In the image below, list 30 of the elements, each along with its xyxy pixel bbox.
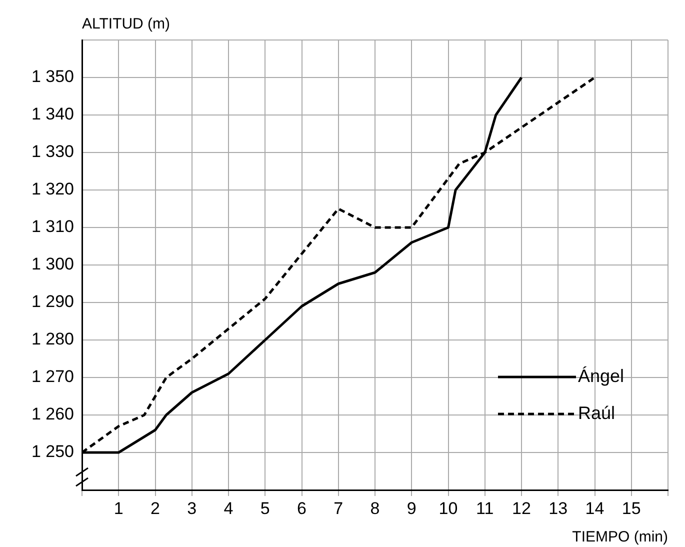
x-tick-label: 11 bbox=[476, 498, 494, 518]
x-tick-label: 12 bbox=[512, 498, 531, 518]
y-tick-label: 1 270 bbox=[31, 367, 74, 386]
x-axis-title: TIEMPO (min) bbox=[572, 528, 668, 546]
x-tick-label: 8 bbox=[370, 498, 380, 518]
y-tick-label: 1 280 bbox=[31, 330, 74, 349]
x-tick-label: 5 bbox=[260, 498, 270, 518]
y-tick-label: 1 300 bbox=[31, 254, 74, 274]
y-tick-label: 1 330 bbox=[31, 142, 74, 162]
x-tick-label: 13 bbox=[548, 498, 568, 518]
x-tick-label: 4 bbox=[224, 498, 234, 518]
x-tick-label: 15 bbox=[622, 498, 641, 518]
x-tick-label: 2 bbox=[150, 498, 160, 518]
y-tick-label: 1 250 bbox=[31, 442, 74, 462]
x-tick-label: 6 bbox=[297, 498, 306, 518]
x-tick-label: 14 bbox=[585, 498, 604, 518]
y-tick-label: 1 350 bbox=[31, 67, 74, 86]
legend-label: Raúl bbox=[578, 402, 616, 423]
legend-label: Ángel bbox=[578, 366, 624, 386]
y-tick-label: 1 260 bbox=[31, 404, 74, 424]
y-tick-label: 1 340 bbox=[31, 104, 74, 124]
x-tick-label: 3 bbox=[187, 498, 197, 518]
x-tick-label: 1 bbox=[114, 498, 124, 518]
y-axis-title: ALTITUD (m) bbox=[82, 16, 170, 33]
y-tick-label: 1 310 bbox=[31, 217, 74, 236]
x-tick-label: 9 bbox=[406, 498, 416, 518]
x-tick-label: 10 bbox=[438, 498, 458, 518]
y-tick-label: 1 320 bbox=[31, 180, 74, 199]
x-tick-label: 7 bbox=[334, 498, 344, 518]
y-tick-label: 1 290 bbox=[31, 292, 74, 312]
